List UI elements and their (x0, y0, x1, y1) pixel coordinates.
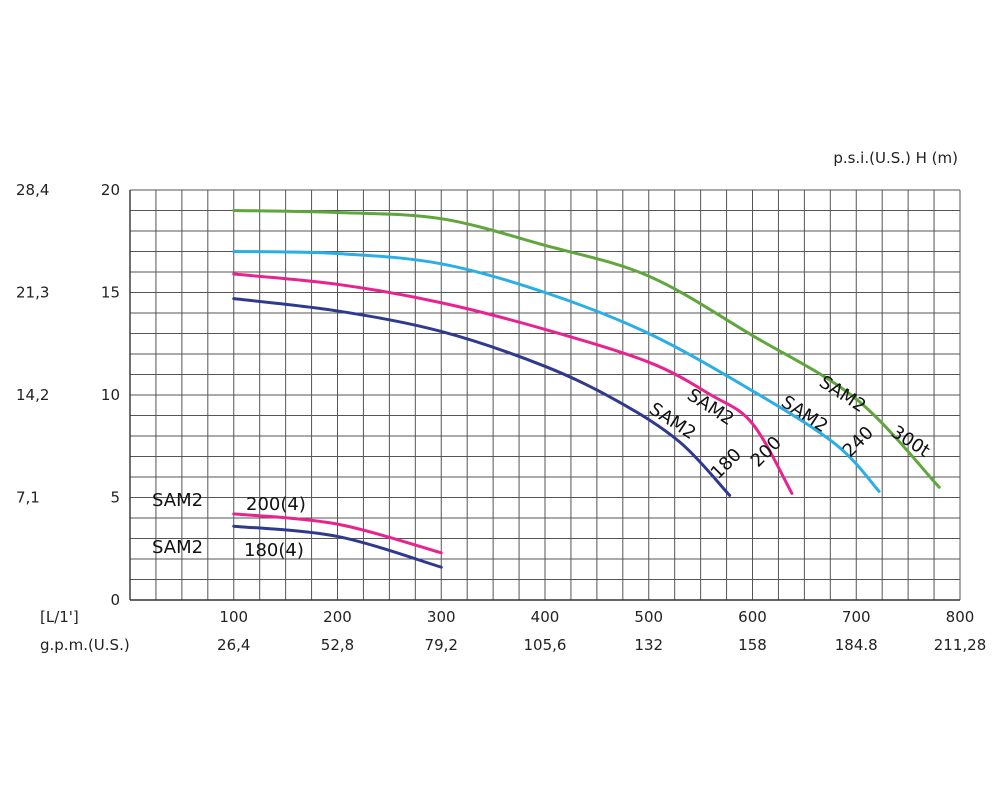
x2-tick-label: 211,28 (934, 636, 987, 654)
x2-tick-label: 105,6 (524, 636, 567, 654)
label-sam2-300t-model: SAM2 (815, 372, 869, 417)
y-tick-label: 0 (110, 591, 120, 609)
x-tick-label: 600 (738, 608, 767, 626)
x-tick-label: 700 (842, 608, 871, 626)
axes (129, 190, 960, 601)
y-psi-tick-label: 21,3 (16, 284, 49, 302)
series-lines (232, 209, 941, 569)
y-psi-tick-label: 7,1 (16, 489, 40, 507)
x2-tick-label: 132 (634, 636, 663, 654)
label-sam2-200-4-model: SAM2 (152, 490, 203, 511)
series-line-2 (232, 272, 794, 495)
label-sam2-240-size: 240 (839, 422, 878, 461)
x-unit-label: [L/1'] (40, 608, 79, 626)
x2-tick-label: 158 (738, 636, 767, 654)
label-sam2-180-4-size: 180(4) (244, 540, 304, 561)
series-line-5 (232, 524, 443, 569)
y-tick-label: 5 (110, 489, 120, 507)
x-tick-label: 400 (531, 608, 560, 626)
x2-tick-label: 26,4 (217, 636, 250, 654)
y-tick-label: 10 (101, 386, 120, 404)
series-line-1 (232, 250, 881, 493)
label-sam2-180-4-model: SAM2 (152, 537, 203, 558)
series-line-0 (232, 209, 941, 489)
x2-tick-label: 52,8 (321, 636, 354, 654)
x2-tick-label: 184.8 (835, 636, 878, 654)
x2-tick-label: 79,2 (425, 636, 458, 654)
x-tick-label: 200 (323, 608, 352, 626)
y-tick-label: 20 (101, 181, 120, 199)
x-tick-label: 300 (427, 608, 456, 626)
x2-unit-label: g.p.m.(U.S.) (40, 636, 130, 654)
label-sam2-200-4-size: 200(4) (246, 494, 306, 515)
series-line-4 (232, 512, 443, 555)
y-psi-tick-label: 14,2 (16, 386, 49, 404)
x-tick-label: 500 (634, 608, 663, 626)
y-psi-tick-label: 28,4 (16, 181, 49, 199)
series-line-3 (232, 297, 732, 497)
tick-labels: 10026,420052,830079,2400105,650013260015… (16, 181, 986, 654)
x-tick-label: 800 (946, 608, 975, 626)
x-tick-label: 100 (219, 608, 248, 626)
y-tick-label: 15 (101, 284, 120, 302)
y-unit-label: p.s.i.(U.S.) H (m) (833, 149, 958, 167)
grid-lines (130, 189, 961, 600)
